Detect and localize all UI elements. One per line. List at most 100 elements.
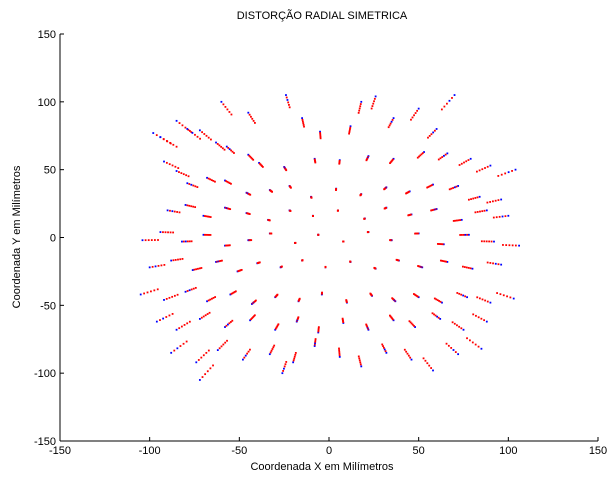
original-point <box>410 358 413 361</box>
distorted-point <box>428 364 431 367</box>
distorted-point <box>469 267 472 270</box>
distorted-point <box>502 244 504 246</box>
distorted-point <box>207 299 210 302</box>
distorted-point <box>469 339 471 342</box>
distorted-point <box>357 355 360 358</box>
x-tick-label: -150 <box>49 445 71 457</box>
distorted-point <box>270 349 273 352</box>
original-point <box>462 328 465 331</box>
original-point <box>195 361 198 364</box>
distorted-point <box>226 339 228 342</box>
distorted-point <box>178 327 181 330</box>
distorted-point <box>359 361 362 364</box>
original-point <box>220 100 223 103</box>
distorted-point <box>250 239 253 242</box>
distorted-point <box>207 136 210 139</box>
distorted-point <box>301 118 304 121</box>
distorted-point <box>414 294 417 297</box>
original-point <box>460 218 463 221</box>
original-point <box>489 164 492 167</box>
distorted-point <box>247 350 250 353</box>
distorted-point <box>405 192 407 195</box>
distorted-point <box>415 295 418 297</box>
distorted-point <box>227 244 230 247</box>
distorted-point <box>358 109 361 112</box>
original-point <box>141 239 144 242</box>
original-point <box>247 111 250 114</box>
distorted-point <box>212 296 215 299</box>
distorted-point <box>205 215 208 218</box>
original-point <box>485 320 488 323</box>
distorted-point <box>258 261 261 264</box>
distorted-point <box>186 322 189 325</box>
distorted-point <box>208 215 211 218</box>
distorted-point <box>188 183 191 185</box>
distorted-point <box>445 342 448 345</box>
distorted-point <box>440 243 443 246</box>
distorted-point <box>302 122 305 125</box>
distorted-point <box>317 233 320 236</box>
distorted-point <box>440 108 443 111</box>
distorted-point <box>489 262 492 264</box>
distorted-point <box>176 211 179 213</box>
distorted-point <box>407 354 410 357</box>
distorted-point <box>439 157 442 160</box>
distorted-point <box>474 197 477 199</box>
distorted-point <box>486 300 489 303</box>
distorted-point <box>348 129 351 132</box>
distorted-point <box>225 324 228 327</box>
distorted-point <box>477 316 480 319</box>
distorted-point <box>181 124 184 127</box>
distorted-point <box>285 361 288 363</box>
distorted-point <box>229 321 232 323</box>
x-tick-label: 50 <box>413 445 425 457</box>
distorted-point <box>182 240 185 243</box>
distorted-point <box>433 129 436 132</box>
original-point <box>162 317 165 320</box>
distorted-point <box>430 133 433 136</box>
distorted-point <box>456 292 459 294</box>
distorted-point <box>313 343 316 346</box>
distorted-point <box>413 324 415 327</box>
distorted-point <box>230 113 233 116</box>
original-point <box>198 379 201 381</box>
original-point <box>507 214 510 217</box>
distorted-point <box>169 209 171 212</box>
distorted-point <box>190 131 193 134</box>
distorted-point <box>190 205 193 208</box>
x-tick-label: -100 <box>139 445 161 457</box>
distorted-point <box>220 345 223 348</box>
distorted-point <box>437 158 440 161</box>
distorted-point <box>441 156 444 158</box>
distorted-point <box>454 351 457 353</box>
y-tick-label: -50 <box>40 300 56 312</box>
distorted-point <box>365 159 368 162</box>
distorted-point <box>458 325 461 328</box>
distorted-point <box>250 318 252 321</box>
distorted-point <box>338 350 341 353</box>
distorted-point <box>387 126 390 129</box>
distorted-point <box>511 170 513 172</box>
distorted-point <box>410 118 412 121</box>
original-point <box>435 208 438 210</box>
distorted-point <box>196 135 199 138</box>
distorted-point <box>430 367 433 369</box>
distorted-point <box>214 180 216 183</box>
distorted-point <box>475 314 477 317</box>
distorted-point <box>163 264 166 266</box>
distorted-point <box>437 316 440 319</box>
tick-labels: -150 -100 -50 0 50 100 150 150 100 50 0 -50 -100 -150 <box>34 29 607 457</box>
distorted-point <box>366 325 368 328</box>
distorted-point <box>281 265 283 268</box>
y-tick-label: -100 <box>34 368 56 380</box>
distorted-point <box>465 160 468 163</box>
original-point <box>226 207 228 210</box>
distorted-point <box>477 345 480 348</box>
distorted-point <box>276 324 279 327</box>
distorted-point <box>173 294 176 297</box>
distorted-point <box>389 162 391 165</box>
original-point <box>446 261 449 263</box>
distorted-point <box>514 244 517 247</box>
distorted-point <box>414 232 416 235</box>
distorted-point <box>228 111 231 113</box>
